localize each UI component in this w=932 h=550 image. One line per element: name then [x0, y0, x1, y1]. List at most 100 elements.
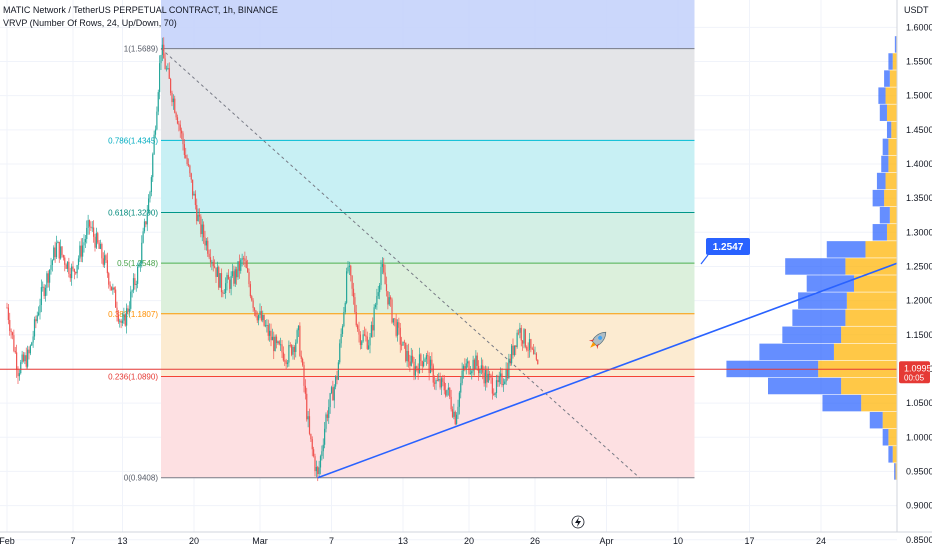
candle-body [258, 314, 260, 321]
candle-body [97, 233, 99, 243]
candle-body [361, 341, 363, 346]
candle-body [385, 284, 388, 292]
candle-body [289, 345, 291, 346]
candle-body [27, 349, 29, 367]
candle-body [238, 261, 240, 271]
fib-zone [161, 313, 695, 377]
candle-body [339, 343, 341, 363]
candle-body [465, 363, 467, 369]
candle-body [348, 265, 350, 267]
candle-body [380, 266, 382, 286]
candle-body [436, 380, 438, 381]
candle-body [417, 368, 419, 374]
candle-body [262, 314, 264, 321]
candle-body [497, 380, 499, 383]
candle-body [326, 414, 328, 418]
candle-body [271, 336, 273, 341]
candle-body [337, 362, 339, 380]
candle-body [526, 346, 528, 351]
candle-body [524, 329, 526, 347]
candle-body [442, 378, 444, 382]
candle-body [445, 390, 447, 396]
y-tick-label: 0.9500 [906, 466, 932, 476]
candle-body [395, 319, 397, 336]
vp-row-up [888, 53, 893, 70]
candle-body [469, 373, 471, 375]
vp-row-up [881, 155, 889, 173]
candle-body [438, 379, 440, 381]
candle-body [453, 411, 455, 417]
fib-zone [161, 140, 695, 213]
candle-body [502, 384, 504, 386]
y-tick-label: 1.6000 [906, 22, 932, 32]
candle-body [159, 63, 161, 93]
candle-body [516, 332, 518, 348]
candle-body [282, 352, 284, 361]
vp-row-down [841, 377, 897, 395]
candle-body [141, 242, 143, 264]
candle-body [467, 361, 469, 364]
candle-body [500, 373, 502, 377]
candle-body [187, 164, 190, 166]
candle-body [227, 274, 229, 280]
candle-body [249, 284, 251, 297]
candle-body [126, 308, 128, 326]
candle-body [439, 379, 441, 388]
candle-body [36, 315, 38, 322]
replay-icon[interactable] [571, 515, 585, 529]
candle-body [468, 361, 470, 374]
candle-body [472, 359, 474, 372]
candle-body [14, 350, 16, 353]
candle-body [297, 325, 300, 331]
vp-row-down [895, 463, 897, 480]
candle-body [110, 286, 113, 291]
candle-body [440, 378, 443, 388]
candle-body [218, 267, 220, 288]
candle-body [106, 260, 108, 274]
vp-row-up [798, 292, 847, 309]
callout-label: 1.2547 [713, 242, 744, 253]
candle-body [346, 271, 348, 303]
candle-body [64, 257, 66, 265]
candle-body [476, 355, 478, 366]
candle-body [77, 258, 80, 266]
vp-row-down [841, 326, 897, 344]
candle-body [31, 342, 33, 346]
candle-body [319, 456, 322, 468]
candle-body [47, 273, 49, 283]
candle-body [266, 324, 268, 326]
candle-body [359, 334, 361, 346]
candle-body [139, 263, 141, 265]
candle-body [416, 366, 418, 369]
candle-body [197, 214, 199, 222]
x-tick-label: 26 [530, 536, 540, 546]
candle-body [318, 467, 320, 475]
candle-body [192, 179, 194, 196]
candle-body [42, 286, 44, 288]
candle-body [414, 366, 416, 376]
candle-body [104, 255, 106, 265]
vp-row-up [894, 36, 897, 53]
candle-body [321, 451, 323, 457]
y-tick-label: 1.1500 [906, 330, 932, 340]
candle-body [115, 289, 117, 308]
y-tick-label: 1.0500 [906, 398, 932, 408]
candle-body [40, 287, 42, 306]
diagonal-dashed-line [160, 48, 640, 479]
candle-body [369, 337, 371, 346]
candle-body [450, 396, 452, 410]
candle-body [352, 288, 355, 298]
candle-body [311, 439, 313, 450]
candle-body [350, 265, 352, 276]
candle-body [234, 269, 236, 284]
candle-body [376, 296, 378, 305]
candle-body [365, 335, 367, 337]
candle-body [390, 297, 392, 300]
fib-level-label: 0.236(1.0890) [108, 372, 158, 381]
vp-row-up [759, 343, 834, 361]
fib-lines: 1(1.5689)0.786(1.4345)0.618(1.3290)0.5(1… [108, 45, 695, 483]
x-tick-label: Mar [252, 536, 268, 546]
candle-body [72, 266, 74, 270]
